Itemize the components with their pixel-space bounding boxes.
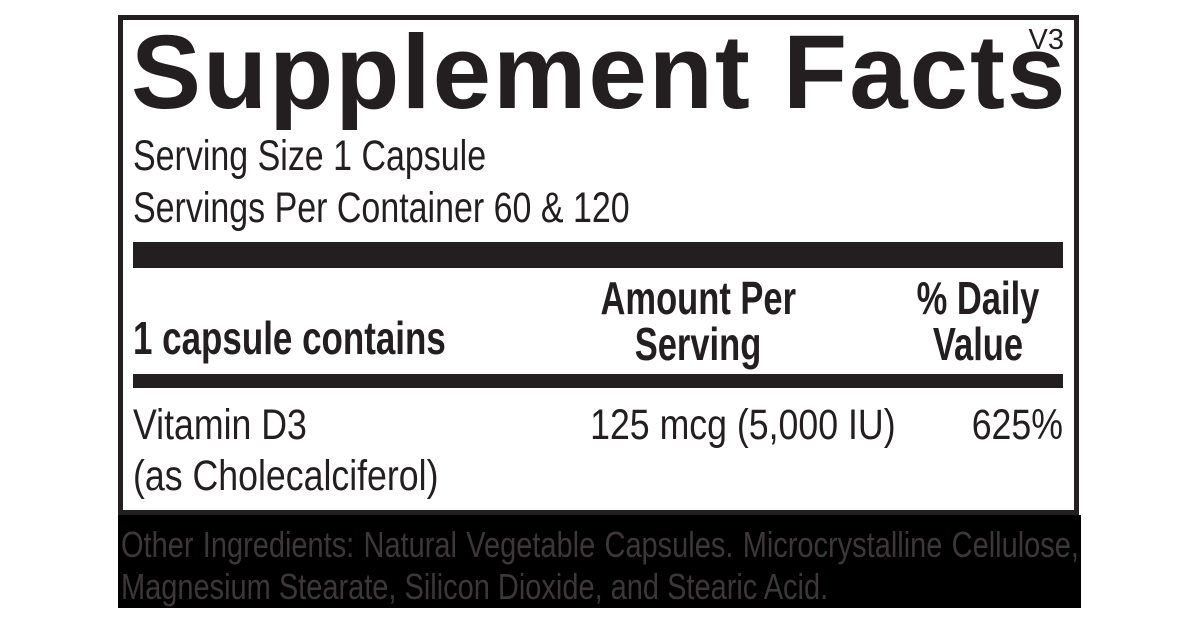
header-amount-per-serving: Amount Per Serving — [600, 272, 797, 370]
nutrient-name-cell: Vitamin D3 (as Cholecalciferol) — [133, 400, 438, 502]
panel-title: Supplement Facts — [131, 14, 1068, 131]
serving-size-text: Serving Size 1 Capsule — [133, 132, 487, 180]
header-amount-line2: Serving — [634, 318, 762, 370]
header-daily-line1: % Daily — [916, 272, 1040, 324]
table-row-vitamin-d3: Vitamin D3 (as Cholecalciferol) 125 mcg … — [133, 400, 1063, 505]
nutrient-name: Vitamin D3 — [133, 401, 307, 449]
divider-thick-bar — [133, 242, 1063, 268]
version-tag: V3 — [1028, 24, 1064, 56]
divider-thin-bar — [133, 374, 1063, 388]
header-capsule-contains: 1 capsule contains — [133, 312, 446, 364]
table-header-row: 1 capsule contains Amount Per Serving % … — [133, 273, 1063, 367]
other-ingredients-line2: Magnesium Stearate, Silicon Dioxide, and… — [121, 566, 829, 607]
nutrient-form: (as Cholecalciferol) — [133, 452, 439, 500]
header-amount-line1: Amount Per — [600, 272, 797, 324]
servings-per-container-text: Servings Per Container 60 & 120 — [133, 184, 630, 232]
other-ingredients-band: Other Ingredients: Natural Vegetable Cap… — [118, 515, 1081, 608]
nutrient-daily-value: 625% — [971, 401, 1063, 449]
header-percent-daily-value: % Daily Value — [914, 275, 1042, 367]
other-ingredients-line1: Other Ingredients: Natural Vegetable Cap… — [121, 524, 1079, 565]
nutrient-amount: 125 mcg (5,000 IU) — [590, 401, 896, 449]
header-daily-line2: Value — [932, 318, 1024, 370]
supplement-facts-panel: V3 Supplement Facts Serving Size 1 Capsu… — [118, 15, 1079, 515]
